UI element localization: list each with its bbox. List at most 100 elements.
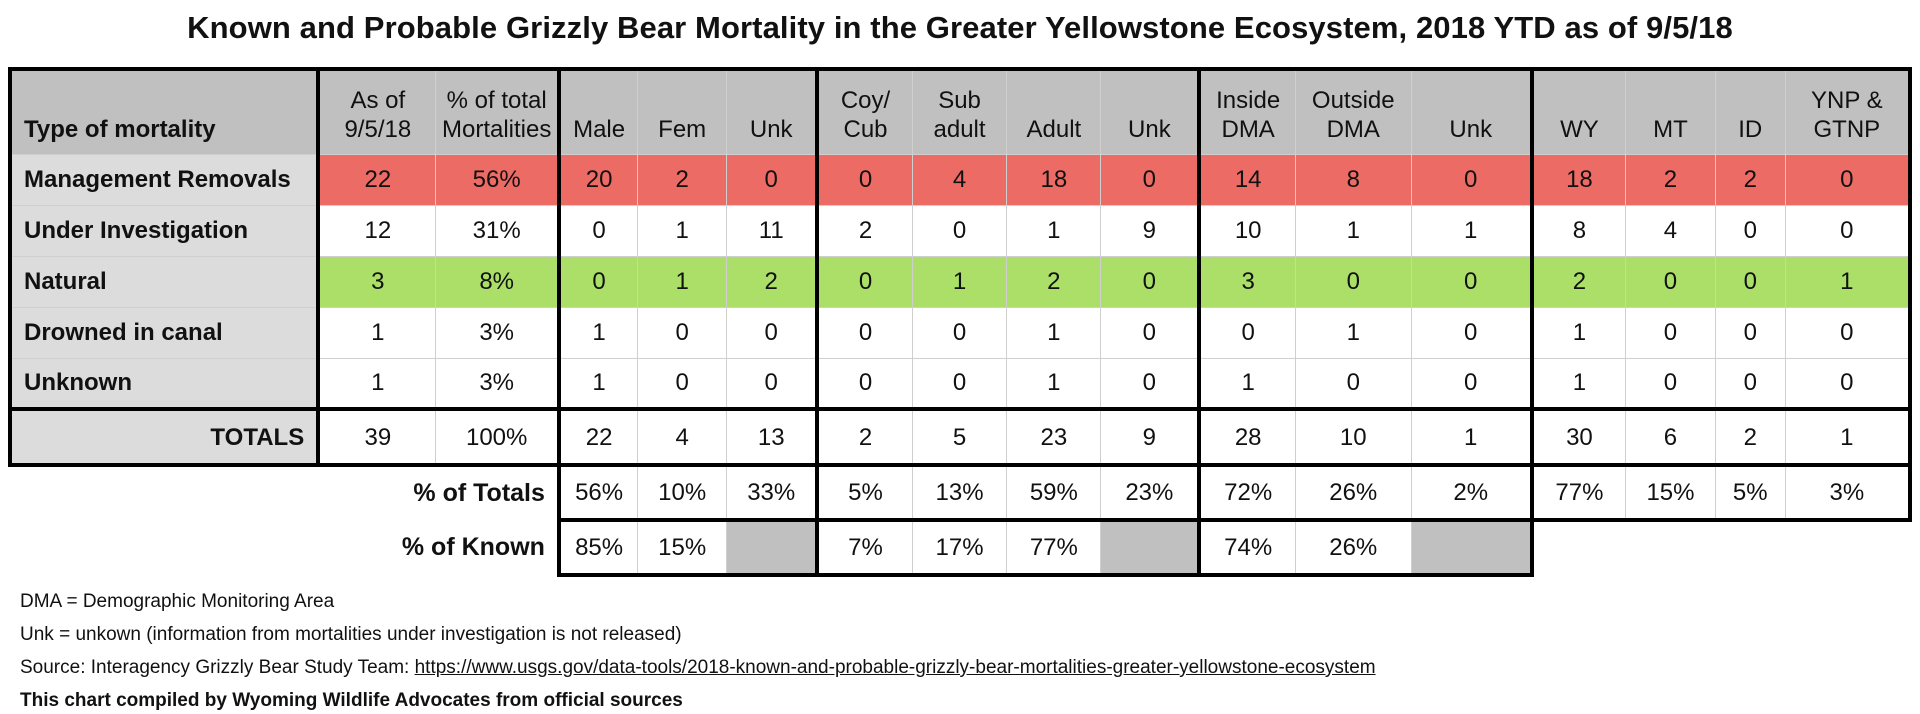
cell: 4 <box>911 153 1008 206</box>
header-male: Male <box>558 67 639 155</box>
totals-cell: 5 <box>911 407 1008 467</box>
header-row: Type of mortality As of 9/5/18 % of tota… <box>7 67 1912 155</box>
totals-cell: 4 <box>637 407 728 467</box>
header-subadult-text: Sub adult <box>933 86 986 143</box>
row-label: Unknown <box>7 357 321 410</box>
cell: 0 <box>637 306 728 359</box>
row-label: Management Removals <box>7 153 321 206</box>
pct-totals-cell: 33% <box>726 464 820 522</box>
cell: 18 <box>1531 153 1627 206</box>
cell: 12 <box>317 204 437 257</box>
totals-cell: 1 <box>1410 407 1534 467</box>
cell: 0 <box>816 153 913 206</box>
cell: 0 <box>816 357 913 410</box>
cell: 0 <box>1410 306 1534 359</box>
cell: 1 <box>1006 306 1102 359</box>
totals-cell: 39 <box>317 407 437 467</box>
cell: 1 <box>558 357 639 410</box>
cell: 0 <box>726 306 820 359</box>
cell: 0 <box>558 255 639 308</box>
header-mt: MT <box>1625 67 1716 155</box>
row-unknown: Unknown 1 3% 1 0 0 0 0 1 0 1 0 0 1 0 0 0 <box>7 357 1912 410</box>
cell: 1 <box>317 306 437 359</box>
header-pct-total-text: % of total Mortalities <box>442 86 552 143</box>
totals-cell: 100% <box>435 407 561 467</box>
cell: 1 <box>1198 357 1296 410</box>
cell: 0 <box>816 255 913 308</box>
footnotes: DMA = Demographic Monitoring Area Unk = … <box>20 585 1376 714</box>
cell: 3 <box>317 255 437 308</box>
pct-totals-cell: 72% <box>1198 464 1296 522</box>
cell: 1 <box>911 255 1008 308</box>
cell: 10 <box>1198 204 1296 257</box>
mortality-table: Type of mortality As of 9/5/18 % of tota… <box>7 67 1912 577</box>
cell: 1 <box>1006 204 1102 257</box>
cell: 0 <box>911 204 1008 257</box>
row-pct-of-totals: % of Totals 56% 10% 33% 5% 13% 59% 23% 72% 26% 2% 7… <box>10 464 1912 522</box>
mortality-rows: Management Removals 22 56% 20 2 0 0 4 18 0 14 8 0 18 2… <box>7 153 1912 410</box>
cell: 2 <box>1006 255 1102 308</box>
cell: 0 <box>1714 306 1786 359</box>
header-coy-cub-text: Coy/ Cub <box>840 86 891 143</box>
cell: 2 <box>1625 153 1716 206</box>
cell: 14 <box>1198 153 1296 206</box>
cell: 1 <box>637 255 728 308</box>
cell: 4 <box>1625 204 1716 257</box>
cell: 3% <box>435 306 561 359</box>
pct-known-cell: 85% <box>556 519 639 577</box>
pct-known-cell: 15% <box>637 519 728 577</box>
row-drowned-in-canal: Drowned in canal 1 3% 1 0 0 0 0 1 0 0 1 0 1 0 0 0 <box>7 306 1912 359</box>
totals-cell: 22 <box>558 407 639 467</box>
pct-known-empty-cell <box>1100 519 1202 577</box>
totals-cell: 10 <box>1294 407 1412 467</box>
note-source-prefix: Source: Interagency Grizzly Bear Study T… <box>20 657 415 678</box>
cell: 8 <box>1294 153 1412 206</box>
header-unk-sex: Unk <box>726 67 820 155</box>
totals-cell: 2 <box>816 407 913 467</box>
pct-known-cell: 26% <box>1294 519 1412 577</box>
header-pct-total: % of total Mortalities <box>435 67 561 155</box>
row-label: Under Investigation <box>7 204 321 257</box>
cell: 2 <box>1714 153 1786 206</box>
header-id: ID <box>1714 67 1786 155</box>
pct-known-empty-cell <box>726 519 820 577</box>
row-totals: TOTALS 39 100% 22 4 13 2 5 23 9 28 10 1 30 6 2 1 <box>7 407 1912 467</box>
cell: 0 <box>726 357 820 410</box>
cell: 1 <box>1784 255 1912 308</box>
cell: 8% <box>435 255 561 308</box>
summary-rows: TOTALS 39 100% 22 4 13 2 5 23 9 28 10 1 30 6 2 1% of Tot… <box>7 407 1912 577</box>
cell: 0 <box>558 204 639 257</box>
header-unk-age: Unk <box>1100 67 1202 155</box>
pct-totals-cell: 59% <box>1006 464 1102 522</box>
pct-known-label: % of Known <box>10 520 559 575</box>
totals-cell: 28 <box>1198 407 1296 467</box>
mortality-table-wrapper: Type of mortality As of 9/5/18 % of tota… <box>7 67 1912 577</box>
header-adult: Adult <box>1006 67 1102 155</box>
empty-space <box>1531 520 1910 575</box>
header-type-of-mortality: Type of mortality <box>7 67 321 155</box>
header-outside-dma-text: Outside DMA <box>1311 86 1395 143</box>
cell: 2 <box>816 204 913 257</box>
cell: 1 <box>1294 204 1412 257</box>
cell: 0 <box>1100 357 1202 410</box>
cell: 1 <box>1294 306 1412 359</box>
pct-known-cell: 17% <box>911 519 1008 577</box>
cell: 18 <box>1006 153 1102 206</box>
cell: 0 <box>1784 153 1912 206</box>
cell: 0 <box>1410 255 1534 308</box>
cell: 1 <box>1531 306 1627 359</box>
cell: 1 <box>637 204 728 257</box>
row-label: Natural <box>7 255 321 308</box>
header-subadult: Sub adult <box>911 67 1008 155</box>
cell: 11 <box>726 204 820 257</box>
pct-known-cell: 74% <box>1198 519 1296 577</box>
cell: 2 <box>1531 255 1627 308</box>
cell: 1 <box>1006 357 1102 410</box>
header-fem: Fem <box>637 67 728 155</box>
note-compiled: This chart compiled by Wyoming Wildlife … <box>20 690 683 711</box>
header-coy-cub: Coy/ Cub <box>816 67 913 155</box>
pct-totals-cell: 10% <box>637 464 728 522</box>
note-unk: Unk = unkown (information from mortaliti… <box>20 624 682 645</box>
source-link[interactable]: https://www.usgs.gov/data-tools/2018-kno… <box>414 657 1376 678</box>
pct-totals-cell: 23% <box>1100 464 1202 522</box>
